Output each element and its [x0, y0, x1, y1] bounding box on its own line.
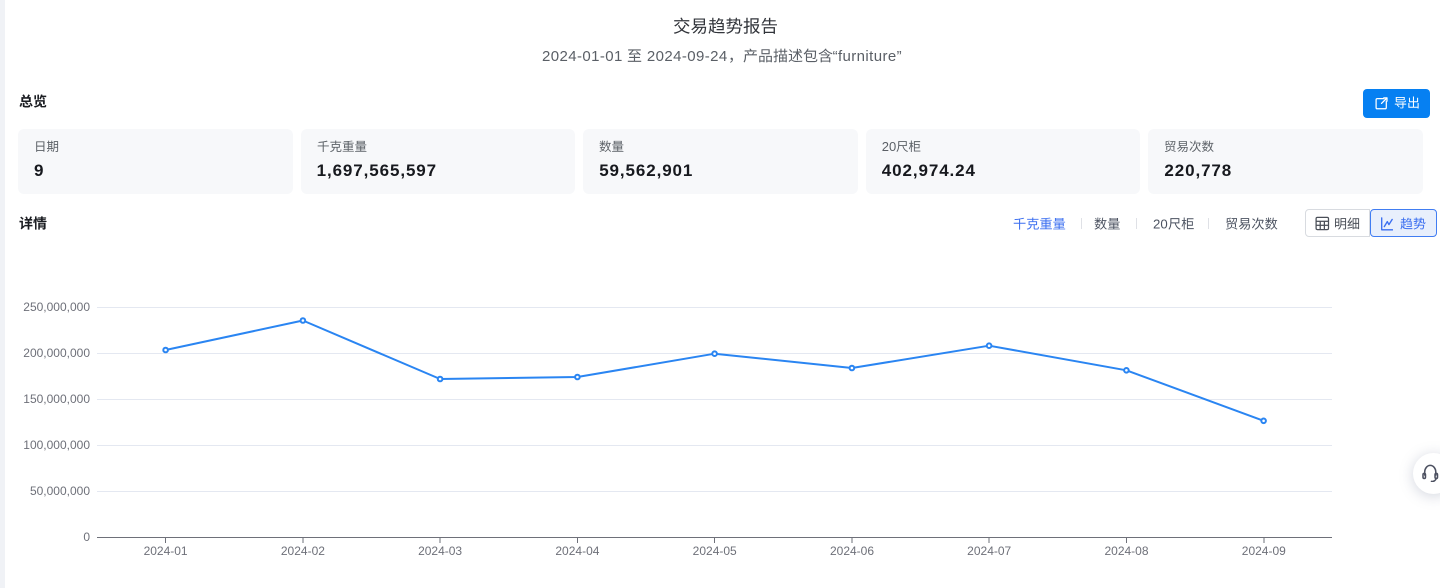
- svg-text:100,000,000: 100,000,000: [23, 438, 90, 452]
- svg-text:2024-02: 2024-02: [281, 544, 325, 558]
- svg-text:2024-05: 2024-05: [693, 544, 737, 558]
- svg-text:200,000,000: 200,000,000: [23, 346, 90, 360]
- svg-text:2024-03: 2024-03: [418, 544, 462, 558]
- svg-text:2024-07: 2024-07: [967, 544, 1011, 558]
- svg-text:250,000,000: 250,000,000: [23, 300, 90, 314]
- svg-text:0: 0: [83, 530, 90, 544]
- svg-text:50,000,000: 50,000,000: [30, 484, 90, 498]
- svg-text:2024-01: 2024-01: [144, 544, 188, 558]
- svg-text:2024-06: 2024-06: [830, 544, 874, 558]
- svg-text:2024-08: 2024-08: [1104, 544, 1148, 558]
- svg-text:2024-04: 2024-04: [555, 544, 599, 558]
- svg-text:2024-09: 2024-09: [1242, 544, 1286, 558]
- svg-text:150,000,000: 150,000,000: [23, 392, 90, 406]
